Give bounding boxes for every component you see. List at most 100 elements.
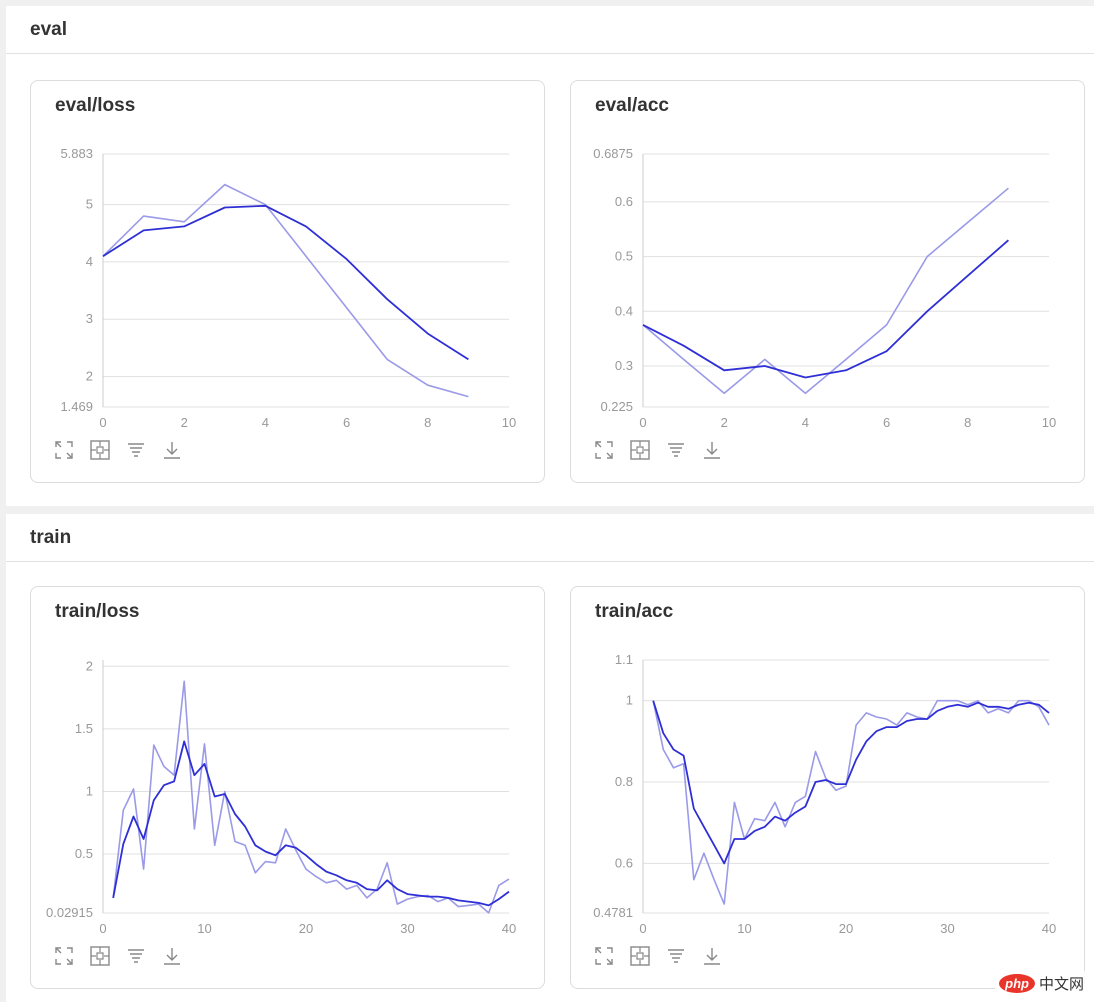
smoothed-series-line	[652, 700, 1050, 865]
x-tick-label: 0	[99, 921, 106, 936]
expand-icon	[595, 947, 613, 965]
chart-toolbar	[593, 945, 723, 967]
y-tick-label: 0.6875	[593, 146, 633, 161]
filter-icon	[668, 443, 684, 457]
expand-button[interactable]	[53, 439, 75, 461]
expand-icon	[55, 947, 73, 965]
x-tick-label: 4	[802, 415, 809, 430]
x-tick-label: 8	[424, 415, 431, 430]
y-tick-label: 0.4781	[593, 905, 633, 920]
y-tick-label: 0.3	[615, 358, 633, 373]
y-tick-label: 0.02915	[46, 905, 93, 920]
y-tick-label: 0.225	[600, 399, 633, 414]
y-tick-label: 0.6	[615, 194, 633, 209]
chart-plot: 0.225 0.3 0.4 0.5 0.6 0.6875 0 2 4 6 8 10	[593, 146, 1056, 430]
y-tick-label: 2	[86, 369, 93, 384]
watermark: php 中文网	[995, 971, 1088, 996]
filter-button[interactable]	[125, 439, 147, 461]
chart-plot: 0.4781 0.6 0.8 1 1.1 0 10 20 30 40	[593, 652, 1056, 936]
smoothed-series-line	[112, 740, 510, 907]
y-tick-label: 0.4	[615, 303, 633, 318]
watermark-text: 中文网	[1038, 976, 1084, 993]
x-tick-label: 10	[197, 921, 211, 936]
filter-icon	[128, 443, 144, 457]
chart-title: train/loss	[55, 601, 140, 622]
raw-series-line	[112, 680, 510, 914]
x-tick-label: 0	[639, 415, 646, 430]
chart-card-eval-acc: eval/acc 0.225 0.3 0.4 0.5 0.6 0.6875 0 2 4 6 8 10	[570, 80, 1085, 483]
download-icon	[704, 442, 720, 459]
download-button[interactable]	[701, 439, 723, 461]
x-tick-label: 2	[181, 415, 188, 430]
train-section: train train/loss 0.02915 0.5 1 1.5 2 0 10 20 30 40…	[6, 514, 1094, 1002]
x-tick-label: 0	[639, 921, 646, 936]
download-icon	[164, 442, 180, 459]
x-tick-label: 10	[737, 921, 751, 936]
y-tick-label: 1.469	[60, 399, 93, 414]
chart-title: train/acc	[595, 601, 674, 622]
chart-card-train-acc: train/acc 0.4781 0.6 0.8 1 1.1 0 10 20 30 40	[570, 586, 1085, 989]
fit-icon	[90, 946, 110, 966]
chart-card-eval-loss: eval/loss 1.469 2 3 4 5 5.883 0 2 4 6 8 10	[30, 80, 545, 483]
chart-toolbar	[593, 439, 723, 461]
section-header-eval[interactable]: eval	[6, 6, 1094, 54]
chart-title: eval/loss	[55, 95, 136, 116]
y-tick-label: 1.5	[75, 721, 93, 736]
watermark-logo: php	[999, 974, 1035, 993]
eval-section: eval eval/loss 1.469 2 3 4 5 5.883 0 2 4 6 8 10 eval…	[6, 6, 1094, 506]
filter-button[interactable]	[665, 945, 687, 967]
raw-series-line	[642, 187, 1009, 395]
y-tick-label: 0.6	[615, 855, 633, 870]
x-tick-label: 0	[99, 415, 106, 430]
download-icon	[704, 948, 720, 965]
y-tick-label: 5.883	[60, 146, 93, 161]
download-button[interactable]	[701, 945, 723, 967]
download-button[interactable]	[161, 439, 183, 461]
y-tick-label: 0.5	[75, 846, 93, 861]
fit-button[interactable]	[89, 439, 111, 461]
fit-icon	[630, 440, 650, 460]
smoothed-series-line	[102, 204, 469, 361]
y-tick-label: 5	[86, 197, 93, 212]
filter-button[interactable]	[665, 439, 687, 461]
download-icon	[164, 948, 180, 965]
x-tick-label: 40	[502, 921, 516, 936]
expand-button[interactable]	[593, 439, 615, 461]
raw-series-line	[652, 699, 1050, 905]
x-tick-label: 10	[1042, 415, 1056, 430]
filter-icon	[128, 949, 144, 963]
y-tick-label: 1.1	[615, 652, 633, 667]
expand-icon	[55, 441, 73, 459]
expand-icon	[595, 441, 613, 459]
chart-plot: 1.469 2 3 4 5 5.883 0 2 4 6 8 10	[60, 146, 516, 430]
y-tick-label: 3	[86, 311, 93, 326]
x-tick-label: 2	[721, 415, 728, 430]
x-tick-label: 10	[502, 415, 516, 430]
filter-button[interactable]	[125, 945, 147, 967]
y-tick-label: 0.5	[615, 249, 633, 264]
fit-icon	[630, 946, 650, 966]
x-tick-label: 20	[299, 921, 313, 936]
filter-icon	[668, 949, 684, 963]
fit-button[interactable]	[629, 439, 651, 461]
download-button[interactable]	[161, 945, 183, 967]
y-tick-label: 2	[86, 658, 93, 673]
x-tick-label: 6	[883, 415, 890, 430]
x-tick-label: 4	[262, 415, 269, 430]
y-tick-label: 4	[86, 254, 93, 269]
x-tick-label: 40	[1042, 921, 1056, 936]
x-tick-label: 6	[343, 415, 350, 430]
fit-button[interactable]	[89, 945, 111, 967]
expand-button[interactable]	[53, 945, 75, 967]
chart-toolbar	[53, 945, 183, 967]
section-header-train[interactable]: train	[6, 514, 1094, 562]
chart-title: eval/acc	[595, 95, 669, 116]
y-tick-label: 0.8	[615, 774, 633, 789]
x-tick-label: 30	[400, 921, 414, 936]
fit-icon	[90, 440, 110, 460]
raw-series-line	[102, 183, 469, 398]
expand-button[interactable]	[593, 945, 615, 967]
y-tick-label: 1	[626, 693, 633, 708]
fit-button[interactable]	[629, 945, 651, 967]
